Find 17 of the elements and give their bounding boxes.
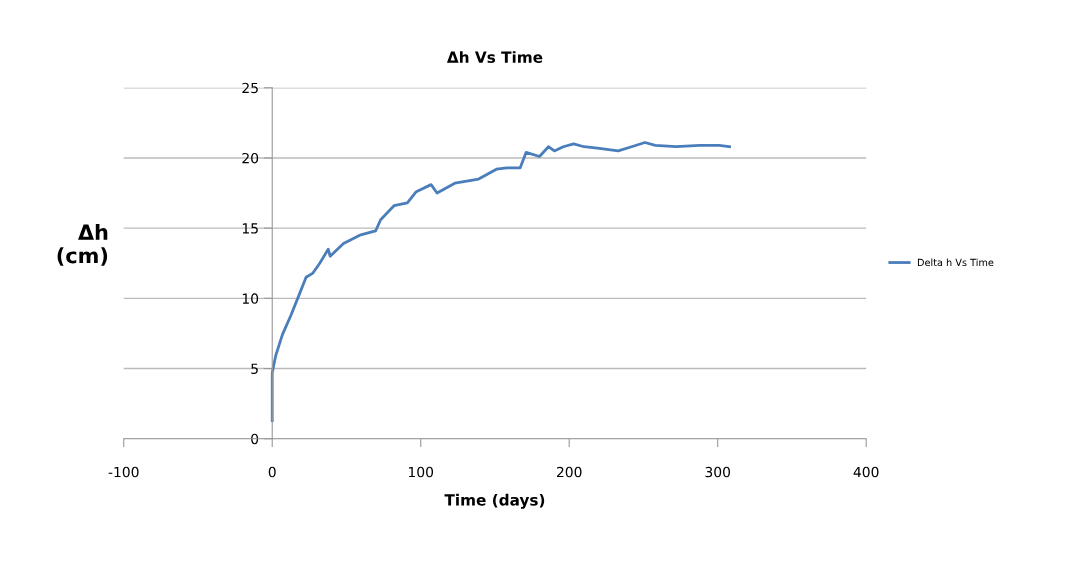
y-axis-title: Δh (cm) [57,223,108,266]
x-axis-title: Time (days) [444,493,545,509]
y-tick-label: 25 [242,82,258,94]
x-tick-label: 100 [408,466,434,478]
x-tick-label: 300 [705,466,731,478]
y-tick-label: 0 [251,433,259,445]
legend-label: Delta h Vs Time [917,258,994,267]
y-tick-label: 5 [251,363,258,375]
x-tick-label: -100 [108,466,139,478]
y-tick-label: 10 [242,293,259,304]
x-tick-label: 200 [556,466,582,478]
chart-title: Δh Vs Time [446,51,543,63]
y-tick-label: 15 [242,223,258,234]
x-tick-label: 400 [853,466,879,478]
y-tick-label: 20 [242,152,259,164]
line-series [270,141,731,422]
x-tick-label: 0 [268,466,276,478]
